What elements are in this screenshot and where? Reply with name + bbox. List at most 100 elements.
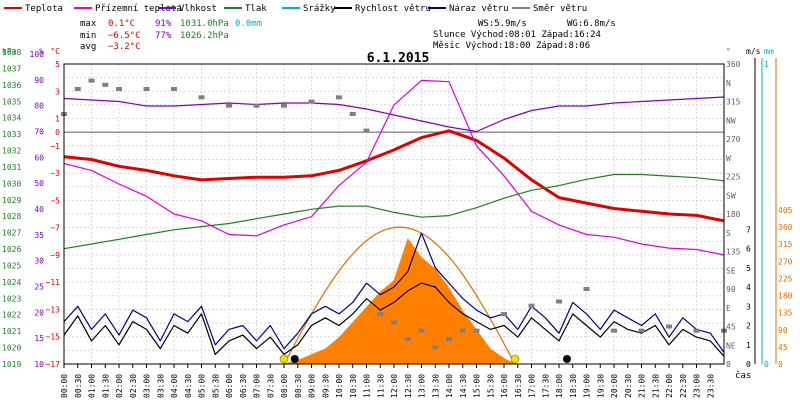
stats-avg-temp: −3.2°C (108, 42, 141, 52)
wm2-axis-tick-label: 45 (778, 343, 788, 352)
temp-axis-tick-label: −15 (46, 333, 61, 342)
stats-max-rain: 0.0mm (235, 19, 262, 29)
legend-label-7: Směr větru (533, 4, 587, 14)
wind-direction-point (556, 299, 562, 304)
temp-axis-tick-label: −13 (46, 305, 61, 314)
wind-direction-point (459, 328, 466, 333)
wind-direction-point (74, 87, 81, 91)
temp-axis-tick-label: −7 (50, 224, 60, 233)
x-tick-label: 22:00 (665, 374, 674, 398)
dir-axis-tick-label: N (726, 79, 731, 88)
wind-direction-point (116, 87, 122, 91)
wind-direction-point (391, 320, 397, 325)
x-tick-label: 05:30 (211, 374, 220, 398)
moon-marker-moonset (290, 355, 299, 363)
wind-direction-point (583, 287, 590, 291)
info-moon: Měsíc Východ:18:00 Západ:8:06 (433, 41, 590, 51)
x-tick-label: 20:00 (610, 374, 619, 398)
wind-direction-point (308, 99, 315, 104)
legend-label-1: Přízemní teplota (95, 4, 182, 14)
hpa-axis-tick-label: 1022 (2, 311, 21, 320)
x-tick-label: 15:00 (473, 374, 482, 398)
dir-axis-tick-label: 270 (726, 135, 741, 144)
series-line-5 (63, 232, 725, 353)
wind-direction-point (404, 337, 411, 341)
series-line-1 (63, 79, 725, 256)
wm2-axis-tick-label: 360 (778, 223, 793, 232)
dir-axis-tick-label: NW (726, 116, 736, 125)
x-tick-label: 21:00 (638, 374, 647, 398)
hpa-axis-tick-label: 1026 (2, 245, 21, 254)
x-tick-label: 18:30 (569, 374, 578, 398)
wind-direction-point (446, 337, 452, 341)
temp-axis-tick-label: −1 (50, 142, 60, 151)
wm2-axis-tick-label: 225 (778, 274, 793, 283)
wind-direction-point (528, 303, 535, 308)
x-tick-label: 01:00 (88, 374, 97, 398)
temp-axis-tick-label: −3 (50, 169, 60, 178)
pct-axis-tick-label: 40 (34, 205, 44, 214)
info-wg: WG:6.8m/s (567, 19, 616, 29)
mm-axis-title: mm (764, 47, 774, 56)
x-tick-label: 08:30 (294, 374, 303, 398)
pct-axis-title: % (39, 47, 44, 56)
ms-axis-tick-label: 5 (746, 264, 751, 273)
x-tick-label: 04:30 (184, 374, 193, 398)
wind-direction-point (377, 312, 384, 316)
ms-axis-tick-label: 2 (746, 322, 751, 331)
ms-axis-tick-label: 0 (746, 360, 751, 369)
wind-direction-point (281, 103, 287, 108)
stats-avg-label: avg (80, 42, 96, 52)
pct-axis-tick-label: 25 (34, 283, 44, 292)
hpa-axis-tick-label: 1036 (2, 81, 21, 90)
legend-label-4: Srážky (303, 4, 336, 14)
mm-axis-tick-label: 0 (764, 360, 769, 369)
dir-axis-tick-label: S (726, 229, 731, 238)
legend-label-6: Náraz větru (449, 4, 509, 14)
x-tick-label: 11:30 (376, 374, 385, 398)
series-line-3 (63, 173, 725, 250)
x-tick-label: 02:30 (129, 374, 138, 398)
legend-label-0: Teplota (25, 4, 63, 14)
hpa-axis-tick-label: 1021 (2, 327, 21, 336)
hpa-axis-tick-label: 1032 (2, 147, 21, 156)
chart-title: 6.1.2015 (367, 51, 430, 66)
wm2-axis-tick-label: 315 (778, 240, 793, 249)
x-tick-label: 16:30 (514, 374, 523, 398)
wind-direction-point (363, 128, 370, 133)
sun-marker-sunset (510, 354, 520, 364)
x-tick-label: 00:00 (60, 374, 69, 398)
dir-axis-tick-label: E (726, 304, 731, 313)
ms-axis-title: m/s (746, 47, 761, 56)
dir-axis-tick-label: 360 (726, 60, 741, 69)
wind-direction-point (171, 87, 177, 91)
pct-axis-tick-label: 60 (34, 153, 44, 162)
wind-direction-point (336, 95, 342, 100)
hpa-axis-tick-label: 1019 (2, 360, 21, 369)
x-tick-label: 03:00 (143, 374, 152, 398)
x-tick-label: 03:30 (156, 374, 165, 398)
plot-area (61, 63, 727, 365)
legend-label-5: Rychlost větru (355, 4, 431, 14)
x-tick-label: 10:00 (335, 374, 344, 398)
temp-axis-title: °C (50, 47, 60, 56)
x-tick-label: 00:30 (74, 374, 83, 398)
dir-axis-tick-label: 0 (726, 360, 731, 369)
series-line-2 (63, 96, 725, 133)
solar-radiation-area (283, 237, 516, 365)
dir-axis-tick-label: SE (726, 266, 736, 275)
hpa-axis-tick-label: 1038 (2, 48, 21, 57)
info-block: WS:5.9m/s WG:6.8m/s Slunce Východ:08:01 … (433, 19, 616, 51)
x-tick-label: 17:00 (528, 374, 537, 398)
x-tick-label: 08:00 (280, 374, 289, 398)
temp-axis-tick-label: −5 (50, 196, 60, 205)
x-tick-label: 22:30 (679, 374, 688, 398)
stats-max-temp: 0.1°C (108, 19, 135, 29)
temp-axis-tick-label: −9 (50, 251, 60, 260)
x-tick-label: 05:00 (198, 374, 207, 398)
temp-axis-tick-label: 5 (55, 60, 60, 69)
x-tick-label: 06:30 (239, 374, 248, 398)
x-tick-label: 17:30 (541, 374, 550, 398)
